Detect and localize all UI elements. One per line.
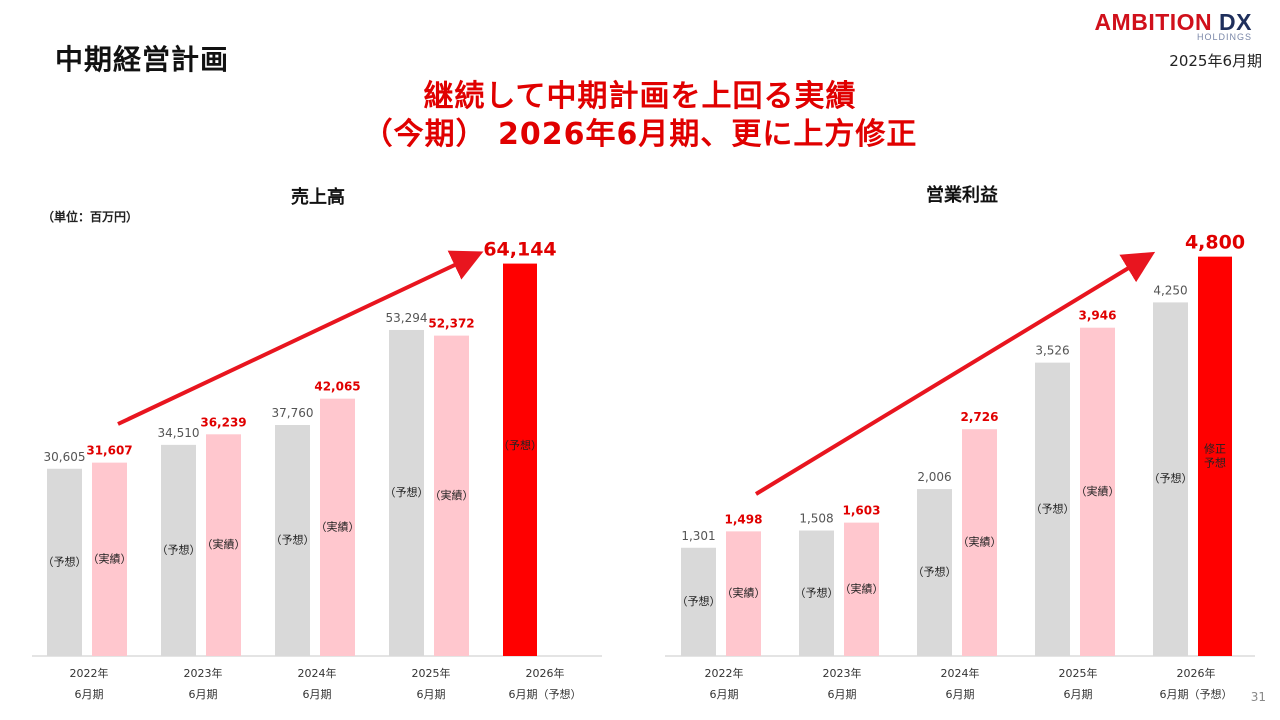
actual-bar <box>844 522 879 656</box>
forecast-inner-label-row: 予想 <box>1204 455 1226 469</box>
plan-value-label: 3,526 <box>1035 344 1069 358</box>
plan-inner-label: （予想） <box>385 485 429 499</box>
logo-subtext: HOLDINGS <box>1196 32 1252 42</box>
logo-wordmark: AMBITION DX <box>1094 10 1252 34</box>
actual-inner-label: （実績） <box>202 537 246 551</box>
x-tick-label: 2022年 <box>705 666 744 680</box>
page-number: 31 <box>1250 690 1266 704</box>
forecast-bar <box>1198 256 1232 656</box>
x-tick-label: 2026年 <box>526 666 565 680</box>
actual-inner-label: （実績） <box>88 551 132 565</box>
actual-bar <box>434 335 469 656</box>
chart-operating-profit: 営業利益 2022年 6月期 2023年 6月期 2024年 6月期 2025年 6月期 2026… <box>665 184 1255 701</box>
plan-inner-label: （予想） <box>913 565 957 579</box>
actual-value-label: 31,607 <box>86 444 132 458</box>
plan-bar <box>275 424 310 656</box>
actual-inner-label: （実績） <box>316 519 360 533</box>
logo-main-text: AMBITION <box>1094 9 1213 35</box>
plan-value-label: 1,508 <box>799 512 833 526</box>
plan-bar <box>799 530 834 656</box>
actual-value-label: 3,946 <box>1079 309 1117 323</box>
actual-bar <box>726 531 761 656</box>
actual-value-label: 1,498 <box>725 512 763 526</box>
x-tick-label: 2025年 <box>1059 666 1098 680</box>
plan-value-label: 1,301 <box>681 529 715 543</box>
x-tick-label: 6月期 <box>189 688 218 701</box>
unit-note: （単位：百万円） <box>42 210 139 224</box>
chart-title: 営業利益 <box>926 184 998 206</box>
actual-inner-label: （実績） <box>722 586 766 600</box>
forecast-inner-label: （予想） <box>498 438 542 452</box>
plan-inner-label: （予想） <box>677 594 721 608</box>
logo-accent-text: DX <box>1219 9 1252 35</box>
company-logo: AMBITION DX HOLDINGS <box>1094 10 1252 42</box>
plan-inner-label: （予想） <box>157 542 201 556</box>
plan-bar <box>1035 362 1070 656</box>
plan-bar <box>389 329 424 656</box>
plan-value-label: 34,510 <box>158 426 200 440</box>
actual-inner-label: （実績） <box>1076 484 1120 498</box>
page-title: 中期経営計画 <box>55 43 230 76</box>
x-tick-label: 6月期 <box>75 688 104 701</box>
actual-bar <box>206 434 241 656</box>
chart-title: 売上高 <box>291 186 345 208</box>
x-tick-label: 2023年 <box>823 666 862 680</box>
x-tick-label: 2025年 <box>412 666 451 680</box>
actual-value-label: 2,726 <box>961 410 999 424</box>
x-tick-label: 6月期 <box>946 688 975 701</box>
plan-inner-label: （予想） <box>271 532 315 546</box>
x-tick-label: 6月期 <box>417 688 446 701</box>
actual-value-label: 1,603 <box>843 504 881 518</box>
trend-arrow <box>117 250 484 426</box>
x-tick-label: 6月期 <box>303 688 332 701</box>
actual-bar <box>1080 327 1115 656</box>
plan-inner-label: （予想） <box>43 554 87 568</box>
plan-value-label: 37,760 <box>272 406 314 420</box>
plan-value-label: 53,294 <box>386 311 428 325</box>
fiscal-period-label: 2025年6月期 <box>1169 52 1262 70</box>
plan-inner-label: （予想） <box>1149 471 1193 485</box>
actual-value-label: 36,239 <box>200 415 246 429</box>
x-tick-label: 2023年 <box>184 666 223 680</box>
actual-bar <box>962 429 997 656</box>
x-tick-label: 2022年 <box>70 666 109 680</box>
x-tick-label: 2024年 <box>941 666 980 680</box>
plan-bar <box>161 444 196 656</box>
plan-inner-label: （予想） <box>795 585 839 599</box>
x-tick-label: 6月期（予想） <box>1160 687 1233 701</box>
forecast-value-label: 64,144 <box>483 239 556 261</box>
plan-value-label: 4,250 <box>1153 283 1187 297</box>
plan-bar <box>681 547 716 656</box>
forecast-value-label: 4,800 <box>1185 232 1245 254</box>
x-tick-label: 2024年 <box>298 666 337 680</box>
actual-bar <box>92 462 127 656</box>
x-tick-label: 6月期 <box>828 688 857 701</box>
plan-bar <box>1153 302 1188 656</box>
actual-inner-label: （実績） <box>958 535 1002 549</box>
forecast-inner-label-row: 修正 <box>1204 441 1226 455</box>
x-tick-label: 6月期 <box>1064 688 1093 701</box>
actual-inner-label: （実績） <box>840 581 884 595</box>
actual-inner-label: （実績） <box>430 488 474 502</box>
trend-arrow <box>754 251 1156 496</box>
actual-value-label: 52,372 <box>428 317 474 331</box>
chart-sales: 売上高 2022年 6月期 2023年 6月期 2024年 6月期 2025年 6月期 2026年… <box>32 186 602 701</box>
plan-value-label: 2,006 <box>917 470 951 484</box>
plan-bar <box>47 468 82 656</box>
x-tick-label: 2026年 <box>1177 666 1216 680</box>
forecast-bar <box>503 263 537 656</box>
headline-line-1: 継続して中期計画を上回る実績 <box>423 79 857 114</box>
x-tick-label: 6月期（予想） <box>509 687 582 701</box>
headline-line-2: （今期） 2026年6月期、更に上方修正 <box>362 117 918 152</box>
plan-inner-label: （予想） <box>1031 501 1075 515</box>
actual-bar <box>320 398 355 656</box>
plan-value-label: 30,605 <box>44 450 86 464</box>
plan-bar <box>917 489 952 656</box>
x-tick-label: 6月期 <box>710 688 739 701</box>
actual-value-label: 42,065 <box>314 380 360 394</box>
